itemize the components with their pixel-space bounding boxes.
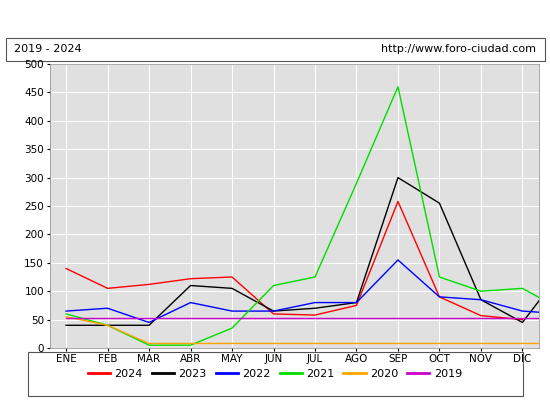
Text: http://www.foro-ciudad.com: http://www.foro-ciudad.com <box>381 44 536 54</box>
2023 <box>104 323 111 328</box>
2024 <box>312 313 318 318</box>
2024 <box>229 274 235 279</box>
2019 <box>270 316 277 321</box>
2021 <box>63 312 69 316</box>
2019 <box>353 316 360 321</box>
Line: 2020: 2020 <box>66 317 550 344</box>
FancyBboxPatch shape <box>28 352 522 396</box>
2023 <box>187 283 194 288</box>
2024 <box>270 312 277 316</box>
2022 <box>312 300 318 305</box>
2022 <box>146 320 152 325</box>
2020 <box>104 323 111 328</box>
2019 <box>436 316 443 321</box>
2021 <box>187 343 194 348</box>
2022 <box>436 294 443 299</box>
2021 <box>270 283 277 288</box>
2022 <box>187 300 194 305</box>
2022 <box>229 309 235 314</box>
Line: 2022: 2022 <box>66 260 550 322</box>
2023 <box>353 300 360 305</box>
2023 <box>436 201 443 206</box>
2020 <box>187 341 194 346</box>
2021 <box>146 343 152 348</box>
2020 <box>270 341 277 346</box>
2024 <box>146 282 152 287</box>
2024 <box>395 199 402 204</box>
Line: 2021: 2021 <box>66 87 550 345</box>
2023 <box>395 175 402 180</box>
2019 <box>104 316 111 321</box>
2020 <box>353 341 360 346</box>
2023 <box>63 323 69 328</box>
2020 <box>395 341 402 346</box>
2024 <box>353 303 360 308</box>
2019 <box>229 316 235 321</box>
2019 <box>395 316 402 321</box>
Text: 2019 - 2024: 2019 - 2024 <box>14 44 81 54</box>
2022 <box>353 300 360 305</box>
2022 <box>63 309 69 314</box>
2021 <box>477 289 484 294</box>
2022 <box>270 309 277 314</box>
FancyBboxPatch shape <box>6 38 544 61</box>
2021 <box>353 181 360 186</box>
2024 <box>436 294 443 299</box>
2021 <box>519 286 526 291</box>
2024 <box>63 266 69 271</box>
2020 <box>146 341 152 346</box>
2024 <box>104 286 111 291</box>
2021 <box>436 274 443 279</box>
2024 <box>519 317 526 322</box>
2020 <box>229 341 235 346</box>
Text: Evolucion Nº Turistas Nacionales en el municipio de Pozalmuro: Evolucion Nº Turistas Nacionales en el m… <box>66 12 484 24</box>
2020 <box>63 314 69 319</box>
Line: 2024: 2024 <box>66 202 522 320</box>
2022 <box>477 297 484 302</box>
2019 <box>187 316 194 321</box>
2021 <box>229 326 235 330</box>
2024 <box>187 276 194 281</box>
2020 <box>477 341 484 346</box>
2021 <box>312 274 318 279</box>
2022 <box>104 306 111 311</box>
2021 <box>104 323 111 328</box>
2023 <box>519 320 526 325</box>
2023 <box>270 309 277 314</box>
2019 <box>312 316 318 321</box>
2020 <box>519 341 526 346</box>
2020 <box>436 341 443 346</box>
2023 <box>229 286 235 291</box>
2022 <box>395 258 402 262</box>
2019 <box>519 316 526 321</box>
2020 <box>312 341 318 346</box>
2024 <box>477 313 484 318</box>
2023 <box>312 306 318 311</box>
2022 <box>519 309 526 314</box>
Legend: 2024, 2023, 2022, 2021, 2020, 2019: 2024, 2023, 2022, 2021, 2020, 2019 <box>84 364 466 384</box>
2023 <box>477 297 484 302</box>
2019 <box>63 316 69 321</box>
2023 <box>146 323 152 328</box>
Line: 2023: 2023 <box>66 178 550 325</box>
2019 <box>146 316 152 321</box>
2019 <box>477 316 484 321</box>
2021 <box>395 84 402 89</box>
